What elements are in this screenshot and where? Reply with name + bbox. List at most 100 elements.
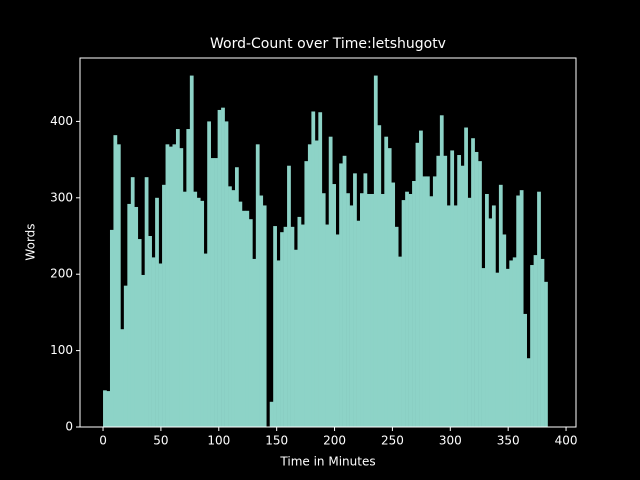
bar xyxy=(280,232,284,427)
bar xyxy=(498,184,503,427)
bar xyxy=(464,127,468,428)
bar xyxy=(248,219,253,427)
bar xyxy=(155,197,159,427)
bar xyxy=(474,151,479,428)
y-tick-label: 0 xyxy=(65,420,73,434)
bar xyxy=(519,190,524,427)
bar xyxy=(259,195,264,427)
bar xyxy=(353,173,357,427)
bar xyxy=(453,205,458,427)
bar xyxy=(203,253,208,427)
x-tick-label: 400 xyxy=(555,434,578,448)
bar xyxy=(339,163,343,427)
bar xyxy=(512,257,517,427)
bar xyxy=(425,176,430,427)
bar xyxy=(252,258,257,427)
bar xyxy=(328,136,333,427)
bar xyxy=(106,391,111,427)
bar xyxy=(321,193,326,427)
bar xyxy=(363,173,368,427)
bar xyxy=(127,203,132,427)
bar xyxy=(182,191,187,427)
bar xyxy=(116,144,121,427)
bar xyxy=(398,256,402,427)
bar xyxy=(314,140,319,427)
y-tick-label: 100 xyxy=(50,343,73,357)
bar xyxy=(523,313,527,427)
bar xyxy=(478,161,482,427)
bar xyxy=(394,226,399,427)
bar xyxy=(193,191,198,427)
chart-title: Word-Count over Time:letshugotv xyxy=(210,36,446,52)
bar xyxy=(245,210,250,427)
bar xyxy=(148,236,152,427)
bar xyxy=(366,193,371,427)
bar xyxy=(415,142,420,427)
bar xyxy=(172,144,177,427)
bar xyxy=(471,138,475,427)
y-axis-label: Words xyxy=(24,223,38,260)
y-tick-label: 300 xyxy=(50,190,73,204)
bar xyxy=(241,210,246,427)
bar xyxy=(287,165,291,427)
x-tick-label: 0 xyxy=(99,434,107,448)
bar xyxy=(158,263,163,427)
bar xyxy=(377,125,382,428)
bar xyxy=(380,193,385,427)
bar xyxy=(144,177,149,427)
bar xyxy=(450,150,455,428)
bar xyxy=(488,218,493,427)
bar xyxy=(509,260,514,427)
bar xyxy=(412,181,416,427)
bar xyxy=(151,257,156,427)
bar xyxy=(311,111,316,427)
bar xyxy=(318,112,323,427)
bar xyxy=(540,258,545,427)
bar xyxy=(123,285,128,427)
bar xyxy=(217,109,222,427)
x-axis-label: Time in Minutes xyxy=(279,455,375,469)
bar xyxy=(269,401,274,427)
bar xyxy=(391,182,396,427)
bar xyxy=(530,265,534,427)
bar xyxy=(273,226,277,427)
bar xyxy=(373,75,378,428)
bar xyxy=(467,197,472,427)
bar xyxy=(304,161,309,427)
bar xyxy=(485,193,489,427)
bar xyxy=(491,205,496,427)
bar xyxy=(460,165,465,427)
bar xyxy=(408,193,413,427)
bar xyxy=(262,205,267,427)
bar xyxy=(165,144,170,427)
bar xyxy=(137,239,142,427)
bar xyxy=(290,226,295,427)
bar xyxy=(294,249,298,427)
bar xyxy=(207,121,211,427)
bar xyxy=(446,205,451,427)
bar xyxy=(422,176,427,427)
bar xyxy=(221,107,225,427)
bar xyxy=(526,358,531,427)
bar xyxy=(134,206,139,427)
x-tick-label: 250 xyxy=(381,434,404,448)
bar xyxy=(162,184,166,427)
bar xyxy=(505,268,510,427)
bar xyxy=(429,196,434,427)
bar xyxy=(113,135,118,427)
bar xyxy=(210,158,215,427)
bar xyxy=(481,268,486,427)
bar xyxy=(502,234,507,427)
bar xyxy=(533,255,538,427)
bar xyxy=(325,224,330,427)
bar xyxy=(342,155,347,427)
bar xyxy=(349,205,354,427)
bar xyxy=(443,155,448,427)
bar xyxy=(103,390,107,427)
bar xyxy=(419,130,423,427)
bar xyxy=(186,129,191,427)
bar xyxy=(109,229,114,427)
bar xyxy=(356,220,361,427)
bar xyxy=(516,195,521,427)
